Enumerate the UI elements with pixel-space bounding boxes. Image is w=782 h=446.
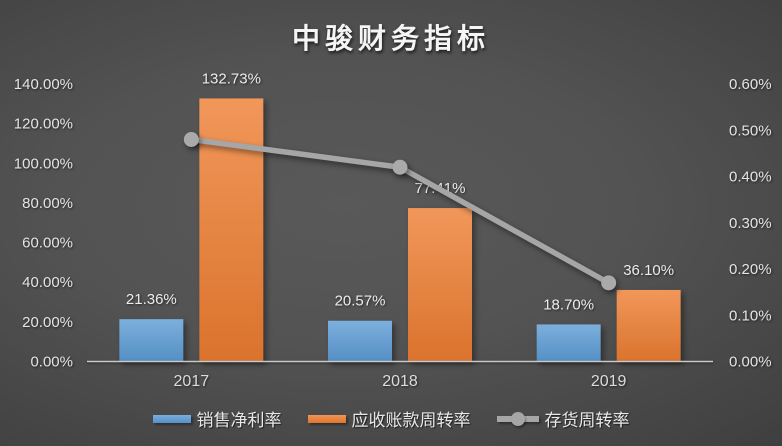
right-axis-tick: 0.00% xyxy=(729,354,772,371)
chart-title: 中骏财务指标 xyxy=(291,23,490,54)
bar-net-profit-margin-2019 xyxy=(536,324,601,362)
data-label-net-profit-margin-2019: 18.70% xyxy=(543,296,594,313)
left-axis-tick: 120.00% xyxy=(14,116,73,133)
marker-inventory-turnover-2018 xyxy=(392,159,408,175)
right-axis-tick: 0.50% xyxy=(729,122,772,139)
left-axis-tick: 0.00% xyxy=(30,354,73,371)
bar-receivables-turnover-2019 xyxy=(616,289,681,362)
left-axis-tick: 20.00% xyxy=(22,314,73,331)
left-axis-tick: 80.00% xyxy=(22,195,73,212)
right-axis-tick: 0.10% xyxy=(729,307,772,324)
legend-label-receivables-turnover: 应收账款周转率 xyxy=(351,411,471,430)
legend-swatch-net-profit-margin xyxy=(152,414,191,423)
legend-item-receivables-turnover: 应收账款周转率 xyxy=(307,406,471,431)
left-axis-tick: 100.00% xyxy=(14,155,73,172)
bar-net-profit-margin-2017 xyxy=(119,319,184,362)
bar-receivables-turnover-2017 xyxy=(199,98,264,362)
x-axis-label-2017: 2017 xyxy=(174,373,210,390)
right-axis-tick: 0.30% xyxy=(729,215,772,232)
bar-receivables-turnover-2018 xyxy=(408,208,472,362)
x-axis-label-2018: 2018 xyxy=(382,373,418,390)
left-axis-tick: 60.00% xyxy=(22,235,73,252)
legend-swatch-receivables-turnover xyxy=(307,414,346,423)
right-axis-tick: 0.40% xyxy=(729,169,772,186)
marker-inventory-turnover-2019 xyxy=(601,275,617,291)
chart-legend: 销售净利率 应收账款周转率 存货周转率 xyxy=(0,406,782,431)
data-label-net-profit-margin-2018: 20.57% xyxy=(335,293,386,310)
left-axis-tick: 40.00% xyxy=(22,274,73,291)
legend-swatch-inventory-turnover xyxy=(496,411,539,426)
bar-net-profit-margin-2018 xyxy=(328,320,392,362)
legend-label-net-profit-margin: 销售净利率 xyxy=(196,411,282,430)
right-axis-tick: 0.20% xyxy=(729,261,772,278)
data-label-receivables-turnover-2017: 132.73% xyxy=(202,70,261,87)
data-label-net-profit-margin-2017: 21.36% xyxy=(126,291,177,308)
legend-item-inventory-turnover: 存货周转率 xyxy=(496,406,630,431)
left-axis-tick: 140.00% xyxy=(14,76,73,93)
marker-inventory-turnover-2017 xyxy=(183,132,199,147)
legend-marker-dot-icon xyxy=(510,411,525,426)
legend-label-inventory-turnover: 存货周转率 xyxy=(544,411,630,430)
x-axis-label-2019: 2019 xyxy=(591,373,627,390)
right-axis-tick: 0.60% xyxy=(729,76,772,93)
data-label-receivables-turnover-2019: 36.10% xyxy=(623,262,674,279)
legend-item-net-profit-margin: 销售净利率 xyxy=(152,406,282,431)
